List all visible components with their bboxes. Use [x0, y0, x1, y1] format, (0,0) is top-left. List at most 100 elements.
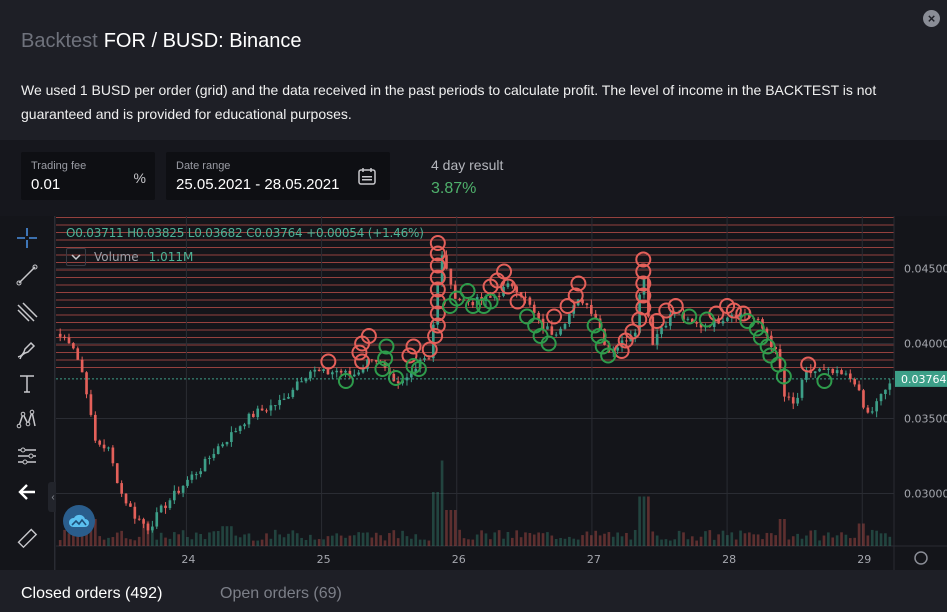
sell-order-marker	[635, 275, 652, 292]
trading-fee-field[interactable]: Trading fee 0.01 %	[21, 152, 155, 200]
candle-body	[655, 334, 659, 345]
candle-body	[664, 325, 668, 328]
volume-bar	[848, 538, 852, 546]
measure-tool[interactable]	[13, 442, 41, 470]
chart-area[interactable]: 0.04500 0.04000 0.03500 0.03000 24 25 26 27 28 29…	[56, 216, 947, 570]
candle-body	[642, 278, 646, 295]
sell-order-marker	[354, 353, 371, 370]
volume-bar	[629, 539, 633, 546]
price-chart[interactable]: 0.04500 0.04000 0.03500 0.03000 24 25 26 27 28 29…	[56, 216, 947, 570]
calendar-icon[interactable]	[358, 167, 376, 190]
ruler-tool[interactable]	[13, 524, 41, 552]
tab-closed-orders[interactable]: Closed orders (492)	[21, 585, 163, 602]
date-range-input[interactable]: 25.05.2021 - 28.05.2021	[176, 176, 340, 193]
candle-body	[840, 370, 843, 375]
candle-body	[339, 370, 343, 373]
volume-bar	[550, 535, 554, 546]
candle-body	[410, 372, 413, 378]
date-range-field[interactable]: Date range 25.05.2021 - 28.05.2021	[166, 152, 390, 200]
volume-bar	[673, 539, 677, 546]
volume-bar	[115, 532, 119, 546]
candle-body	[304, 378, 308, 382]
candle-body	[581, 299, 584, 304]
drawing-toolbar	[0, 216, 55, 570]
candle-body	[159, 505, 163, 513]
candle-body	[352, 374, 356, 377]
candle-body	[405, 377, 409, 381]
back-tool[interactable]	[13, 478, 41, 506]
collapse-toolbar-button[interactable]: ‹	[48, 482, 58, 512]
volume-bar	[607, 532, 611, 546]
candle-body	[414, 368, 418, 373]
volume-bar	[686, 539, 690, 546]
volume-bar	[805, 535, 808, 546]
candle-body	[260, 408, 264, 411]
volume-bar	[186, 536, 189, 546]
buy-order-marker	[540, 335, 557, 352]
volume-bar	[756, 534, 760, 546]
candle-body	[348, 370, 352, 377]
candle-body	[449, 268, 453, 285]
volume-bar	[752, 534, 756, 546]
candle-body	[427, 358, 431, 360]
trend-line-tool[interactable]	[13, 261, 41, 289]
candle-body	[835, 370, 839, 374]
volume-bar	[647, 496, 650, 546]
candle-body	[827, 368, 830, 370]
candle-body	[265, 410, 268, 412]
sell-order-marker	[421, 341, 438, 358]
close-button[interactable]: ×	[923, 10, 940, 27]
volume-bar	[436, 492, 440, 546]
sell-order-marker	[360, 328, 377, 344]
volume-bar	[383, 540, 387, 546]
candle-body	[396, 381, 400, 384]
pitchfork-tool[interactable]	[13, 298, 41, 326]
sell-order-marker	[570, 275, 587, 292]
volume-bar	[76, 530, 80, 546]
candle-body	[124, 493, 128, 504]
y-tick-label: 0.03000	[904, 488, 947, 501]
candle-body	[805, 369, 808, 380]
trading-fee-input[interactable]: 0.01	[31, 176, 61, 193]
volume-bar	[414, 534, 418, 546]
volume-bar	[809, 530, 813, 546]
crosshair-tool[interactable]	[13, 224, 41, 252]
buy-order-marker	[448, 290, 465, 307]
sell-order-marker	[405, 338, 422, 355]
sell-order-marker	[429, 245, 446, 262]
volume-bar	[221, 526, 224, 546]
pattern-tool[interactable]	[13, 406, 41, 434]
volume-bar	[796, 533, 799, 546]
candle-body	[585, 303, 589, 306]
settings-gear-icon[interactable]	[914, 551, 928, 565]
volume-bar	[361, 532, 365, 546]
volume-bar	[774, 535, 778, 546]
candle-body	[252, 413, 255, 418]
candle-body	[115, 463, 119, 484]
cloud-logo-icon	[68, 514, 89, 527]
volume-bar	[265, 533, 268, 546]
y-tick-label: 0.04000	[904, 338, 947, 351]
candle-body	[120, 483, 123, 494]
volume-bar	[322, 539, 325, 546]
sell-order-marker	[658, 302, 675, 319]
volume-bar	[748, 532, 751, 546]
volume-legend: Volume 1.011M	[66, 247, 193, 267]
volume-bar	[225, 526, 229, 546]
candle-body	[884, 389, 887, 395]
collapse-legend-button[interactable]	[66, 248, 86, 266]
volume-bar	[651, 531, 655, 546]
brush-tool[interactable]	[13, 335, 41, 363]
sell-order-marker	[725, 302, 742, 319]
ohlc-legend: O0.03711 H0.03825 L0.03682 C0.03764 +0.0…	[66, 226, 424, 240]
volume-bar	[256, 540, 260, 546]
volume-bar	[427, 540, 431, 546]
volume-bar	[295, 533, 299, 546]
volume-bar	[159, 532, 163, 546]
volume-bar	[212, 531, 216, 546]
volume-bar	[559, 537, 562, 546]
candle-body	[774, 347, 778, 350]
volume-bar	[471, 539, 475, 546]
tab-open-orders[interactable]: Open orders (69)	[220, 585, 342, 602]
text-tool[interactable]	[13, 370, 41, 398]
